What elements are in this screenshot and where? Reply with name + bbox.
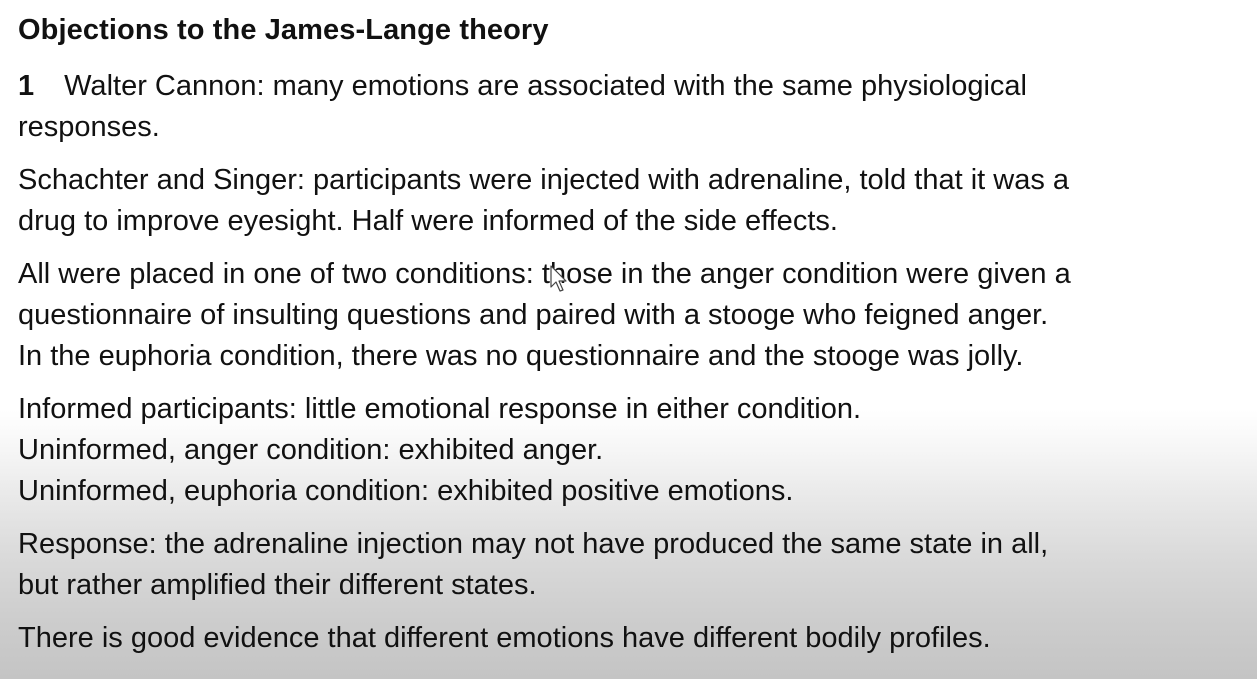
paragraph-line: drug to improve eyesight. Half were info… xyxy=(18,205,838,237)
document-title: Objections to the James-Lange theory xyxy=(18,14,549,46)
paragraph-cannon: 1 Walter Cannon: many emotions are associ… xyxy=(18,66,1257,148)
paragraph-line: All were placed in one of two conditions… xyxy=(18,258,1071,290)
paragraph-line: 1 Walter Cannon: many emotions are associ… xyxy=(18,66,1257,107)
paragraph-line: Uninformed, anger condition: exhibited a… xyxy=(18,434,604,466)
paragraph-line: Schachter and Singer: participants were … xyxy=(18,164,1070,196)
mouse-pointer-icon xyxy=(550,265,567,292)
paragraph-line: Response: the adrenaline injection may n… xyxy=(18,528,1049,560)
paragraph-schachter-singer: Schachter and Singer: participants were … xyxy=(18,160,1257,242)
document-content: Objections to the James-Lange theory 1 Wa… xyxy=(18,10,1257,671)
paragraph-line: Informed participants: little emotional … xyxy=(18,393,862,425)
paragraph-line: There is good evidence that different em… xyxy=(18,622,991,654)
paragraph-line: but rather amplified their different sta… xyxy=(18,569,537,601)
paragraph-evidence: There is good evidence that different em… xyxy=(18,618,1257,659)
paragraph-line: responses. xyxy=(18,111,160,143)
paragraph-conditions: All were placed in one of two conditions… xyxy=(18,254,1257,377)
paragraph-results: Informed participants: little emotional … xyxy=(18,389,1257,512)
paragraph-response: Response: the adrenaline injection may n… xyxy=(18,524,1257,606)
paragraph-line: questionnaire of insulting questions and… xyxy=(18,299,1049,331)
item-number: 1 xyxy=(18,70,35,102)
paragraph-line: Uninformed, euphoria condition: exhibite… xyxy=(18,475,794,507)
paragraph-text: Walter Cannon: many emotions are associa… xyxy=(64,70,1027,102)
paragraph-line: In the euphoria condition, there was no … xyxy=(18,340,1024,372)
